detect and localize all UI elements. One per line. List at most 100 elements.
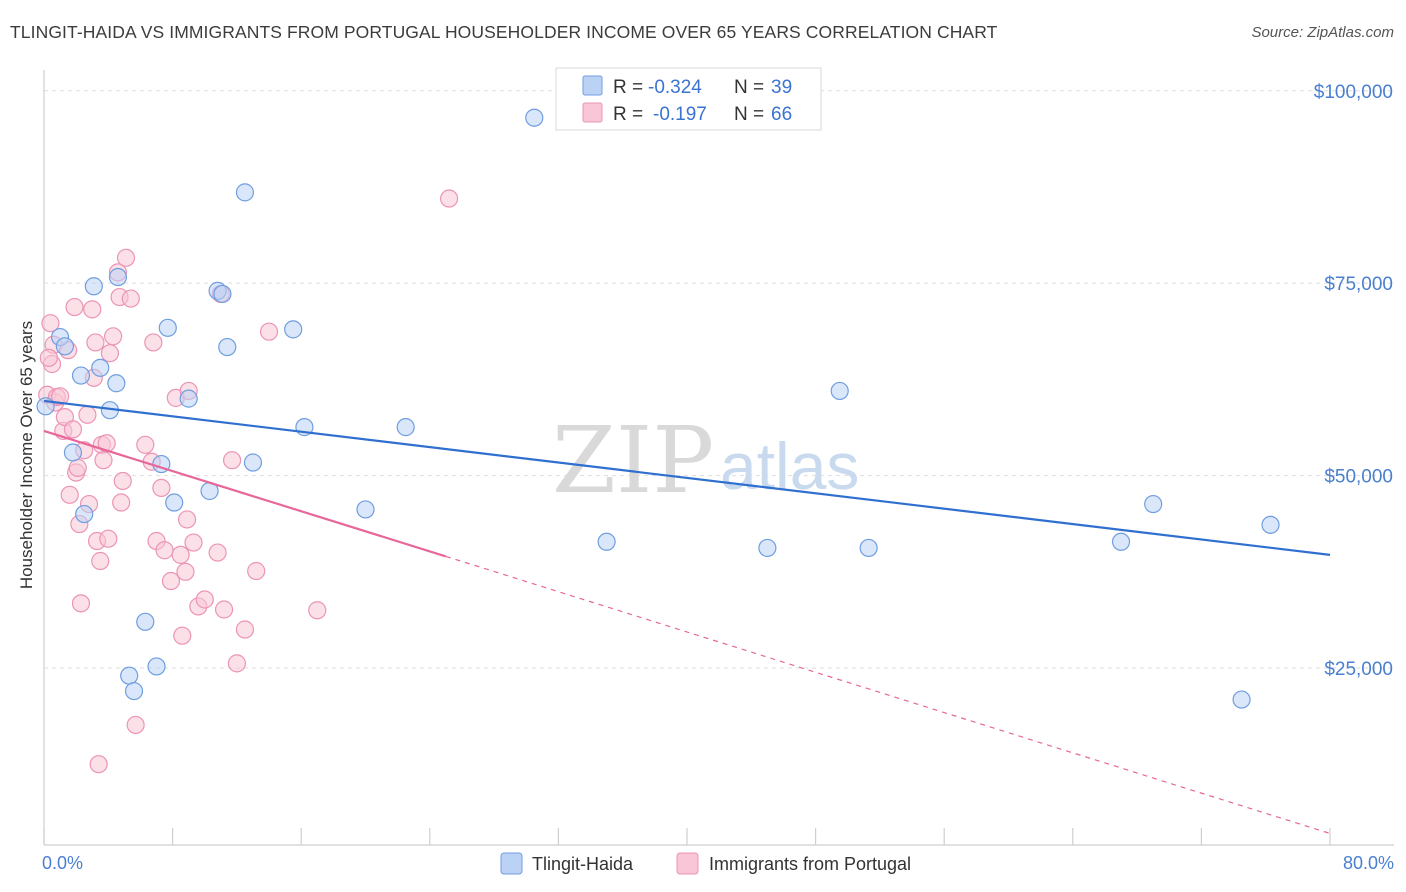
source-label: Source: ZipAtlas.com: [1251, 24, 1394, 41]
portugal-point: [97, 434, 116, 453]
portugal-point: [60, 485, 79, 504]
portugal-point: [116, 248, 136, 267]
bottom-legend-label-portugal: Immigrants from Portugal: [709, 854, 911, 874]
y-tick-label: $50,000: [1324, 467, 1393, 488]
portugal-point: [247, 561, 266, 581]
portugal-point: [83, 300, 102, 319]
legend-r-label-2: R =: [613, 104, 643, 125]
legend-r-label-1: R =: [613, 77, 643, 98]
portugal-point: [195, 590, 214, 609]
series-legend: Tlingit-Haida Immigrants from Portugal: [500, 852, 911, 875]
axes: [43, 70, 1394, 846]
legend-r-value-2: -0.197: [653, 104, 707, 125]
tlingit-point: [396, 418, 415, 437]
tlingit-point: [525, 108, 544, 127]
watermark-atlas: atlas: [720, 429, 859, 503]
portugal-point: [439, 189, 459, 208]
tlingit-point: [1261, 515, 1280, 534]
portugal-point: [94, 451, 113, 470]
portugal-point: [121, 289, 140, 308]
portugal-point: [41, 314, 60, 333]
legend-n-label-1: N =: [734, 77, 764, 98]
watermark-zip: ZIP: [552, 407, 714, 514]
tlingit-point: [91, 358, 110, 377]
portugal-point: [68, 458, 87, 477]
bottom-legend-label-tlingit: Tlingit-Haida: [532, 854, 634, 874]
tlingit-point: [758, 538, 777, 558]
portugal-point: [184, 533, 203, 552]
tlingit-point: [179, 389, 198, 408]
portugal-point: [78, 405, 97, 424]
portugal-point: [39, 348, 58, 367]
portugal-point: [126, 715, 145, 735]
tlingit-point: [75, 504, 94, 524]
legend-swatch-pink: [582, 102, 603, 123]
portugal-point: [171, 545, 190, 564]
legend-swatch-blue: [582, 75, 603, 96]
legend-n-value-1: 39: [771, 77, 792, 98]
y-tick-labels: $25,000 $50,000 $75,000 $100,000: [1314, 82, 1393, 680]
tlingit-point: [158, 318, 177, 337]
portugal-point: [86, 333, 105, 352]
portugal-point: [50, 387, 70, 406]
tlingit-point: [830, 381, 849, 401]
tlingit-point: [71, 366, 91, 385]
y-axis-label: Householder Income Over 65 years: [17, 321, 36, 589]
x-tick-label-min: 0.0%: [42, 853, 83, 873]
tlingit-point: [859, 538, 878, 558]
portugal-point: [155, 541, 174, 560]
portugal-trend-line: [43, 429, 447, 558]
portugal-point: [235, 620, 255, 639]
portugal-point: [173, 626, 192, 645]
tlingit-point: [597, 532, 616, 551]
portugal-point: [65, 297, 84, 317]
tlingit-point: [55, 337, 74, 356]
tlingit-point: [107, 374, 126, 393]
portugal-point: [136, 435, 155, 454]
portugal-trend-extension: [445, 555, 1331, 835]
tlingit-point: [165, 493, 184, 512]
gridlines: [44, 90, 1394, 669]
tlingit-point: [1144, 494, 1163, 514]
portugal-point: [308, 601, 327, 620]
tlingit-point: [147, 657, 166, 676]
portugal-point: [71, 594, 91, 613]
tlingit-point: [124, 681, 144, 701]
tlingit-trend-line: [43, 399, 1331, 556]
tlingit-point: [218, 337, 237, 357]
tlingit-point: [356, 500, 375, 519]
trend-lines: [43, 399, 1331, 835]
portugal-point: [112, 493, 131, 512]
portugal-point: [99, 529, 118, 548]
y-tick-label: $75,000: [1324, 274, 1393, 295]
legend-r-value-1: -0.324: [648, 77, 702, 98]
portugal-point: [214, 600, 234, 619]
tlingit-point: [120, 666, 139, 685]
portugal-point: [104, 327, 123, 346]
tlingit-point: [243, 453, 263, 472]
tlingit-point: [284, 320, 303, 339]
tlingit-point: [84, 277, 103, 296]
portugal-point: [161, 571, 181, 591]
portugal-point: [113, 471, 132, 491]
portugal-point: [177, 510, 197, 529]
watermark: ZIP atlas: [552, 407, 859, 514]
portugal-point: [144, 333, 163, 352]
portugal-point: [259, 322, 279, 341]
portugal-point: [152, 478, 171, 498]
legend-n-value-2: 66: [771, 104, 792, 125]
portugal-point: [63, 420, 83, 439]
portugal-point: [176, 562, 195, 581]
tlingit-point: [1111, 532, 1131, 551]
correlation-legend: R = -0.324 N = 39 R = -0.197 N = 66: [555, 67, 822, 131]
x-axis-ticks: [43, 828, 1331, 845]
legend-n-label-2: N =: [734, 104, 764, 125]
bottom-legend-swatch-tlingit: [500, 852, 523, 875]
tlingit-point: [136, 612, 155, 631]
portugal-point: [100, 344, 120, 363]
tlingit-point: [108, 267, 128, 287]
tlingit-point: [1232, 690, 1251, 709]
chart-title: TLINGIT-HAIDA VS IMMIGRANTS FROM PORTUGA…: [10, 22, 998, 42]
bottom-legend-swatch-portugal: [676, 852, 699, 875]
